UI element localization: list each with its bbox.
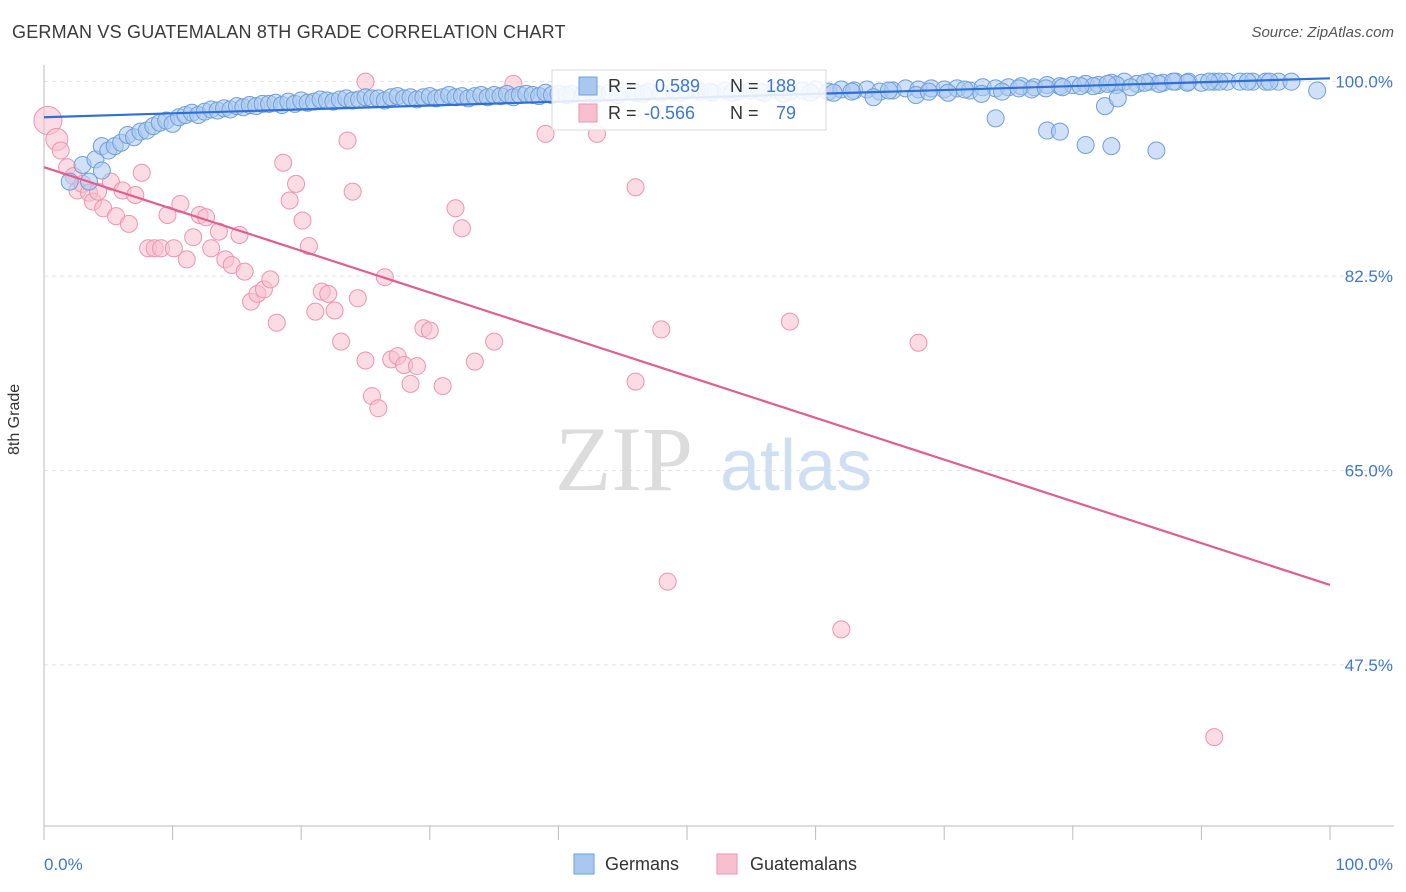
stats-legend-box: R = 0.589 N = 188 R = -0.566 N = 79 xyxy=(551,69,827,131)
german-point xyxy=(939,83,958,102)
stats-legend-background xyxy=(551,69,827,131)
bottom-legend: Germans Guatemalans xyxy=(573,853,857,875)
axes xyxy=(43,65,1394,840)
y-tick-label-1: 82.5% xyxy=(1345,267,1393,286)
guatemalan-point xyxy=(274,153,293,172)
german-point xyxy=(1260,72,1279,91)
guatemalan-point xyxy=(369,399,388,418)
guatemalan-point xyxy=(356,351,375,370)
guatemalan-point xyxy=(280,191,299,210)
germans-r-label: R = xyxy=(608,76,637,96)
guatemalan-point xyxy=(202,239,221,258)
german-point xyxy=(986,109,1005,128)
guatemalan-point xyxy=(652,320,671,339)
guatemalan-point xyxy=(306,302,325,321)
guatemalan-point xyxy=(287,174,306,193)
german-point xyxy=(1282,72,1301,91)
german-point xyxy=(1102,137,1121,156)
german-point xyxy=(92,161,111,180)
watermark-zip: ZIP xyxy=(555,408,693,510)
chart-title: GERMAN VS GUATEMALAN 8TH GRADE CORRELATI… xyxy=(12,22,566,42)
german-point xyxy=(993,82,1012,101)
legend-swatch-guatemalans xyxy=(716,853,738,875)
guatemalans-n-label: N = xyxy=(730,103,759,123)
watermark: ZIP atlas xyxy=(555,408,872,510)
german-point xyxy=(1121,78,1140,97)
guatemalan-point xyxy=(485,332,504,351)
guatemalans-n-value: 79 xyxy=(776,103,796,123)
stats-legend-swatch-guatemalans xyxy=(578,103,598,123)
guatemalans-points xyxy=(33,72,1224,747)
guatemalans-r-value: -0.566 xyxy=(644,103,695,123)
guatemalan-point xyxy=(420,321,439,340)
guatemalan-point xyxy=(51,141,70,160)
guatemalan-point xyxy=(325,301,344,320)
german-point xyxy=(1050,122,1069,141)
guatemalan-point xyxy=(343,182,362,201)
guatemalan-point xyxy=(293,211,312,230)
guatemalan-point xyxy=(1205,728,1224,747)
german-point xyxy=(1147,141,1166,160)
guatemalan-point xyxy=(177,250,196,269)
source-label: Source: ZipAtlas.com xyxy=(1251,24,1394,41)
german-point xyxy=(1164,72,1183,91)
guatemalans-trend-line xyxy=(43,166,1331,586)
guatemalan-point xyxy=(119,214,138,233)
guatemalan-point xyxy=(184,228,203,247)
guatemalan-point xyxy=(909,333,928,352)
guatemalan-point xyxy=(465,352,484,371)
x-tick-label-0: 0.0% xyxy=(44,855,83,874)
guatemalan-point xyxy=(433,377,452,396)
german-point xyxy=(1076,135,1095,154)
guatemalan-point xyxy=(164,239,183,258)
guatemalan-point xyxy=(267,313,286,332)
legend-label-germans: Germans xyxy=(605,854,679,874)
german-point xyxy=(1308,81,1327,100)
stats-legend-swatch-germans xyxy=(578,76,598,96)
guatemalan-point xyxy=(446,199,465,218)
guatemalan-point xyxy=(407,357,426,376)
guatemalan-point xyxy=(536,124,555,143)
gridlines xyxy=(44,81,1394,666)
guatemalans-r-label: R = xyxy=(608,103,637,123)
guatemalan-point xyxy=(235,262,254,281)
guatemalan-point xyxy=(401,374,420,393)
germans-n-label: N = xyxy=(730,76,759,96)
y-tick-label-3: 47.5% xyxy=(1345,656,1393,675)
guatemalan-point xyxy=(832,620,851,639)
y-tick-label-0: 100.0% xyxy=(1335,73,1393,92)
guatemalan-point xyxy=(626,372,645,391)
x-tick-label-1: 100.0% xyxy=(1335,855,1393,874)
guatemalan-point xyxy=(356,72,375,91)
guatemalan-point xyxy=(319,284,338,303)
legend-label-guatemalans: Guatemalans xyxy=(750,854,857,874)
guatemalan-point xyxy=(332,332,351,351)
germans-n-value: 188 xyxy=(766,76,796,96)
german-point xyxy=(1108,89,1127,108)
guatemalan-point xyxy=(338,131,357,150)
tick-labels: 100.0% 82.5% 65.0% 47.5% 0.0% 100.0% xyxy=(44,73,1393,874)
guatemalan-point xyxy=(626,178,645,197)
y-tick-label-2: 65.0% xyxy=(1345,461,1393,480)
guatemalan-point xyxy=(348,289,367,308)
guatemalan-point xyxy=(299,237,318,256)
guatemalan-point xyxy=(132,163,151,182)
germans-r-value: 0.589 xyxy=(655,76,700,96)
guatemalan-point xyxy=(658,572,677,591)
guatemalan-point xyxy=(230,225,249,244)
guatemalan-point xyxy=(452,219,471,238)
legend-swatch-germans xyxy=(573,853,595,875)
guatemalan-point xyxy=(780,312,799,331)
watermark-atlas: atlas xyxy=(720,426,872,506)
guatemalan-point xyxy=(261,270,280,289)
german-point xyxy=(1036,79,1055,98)
